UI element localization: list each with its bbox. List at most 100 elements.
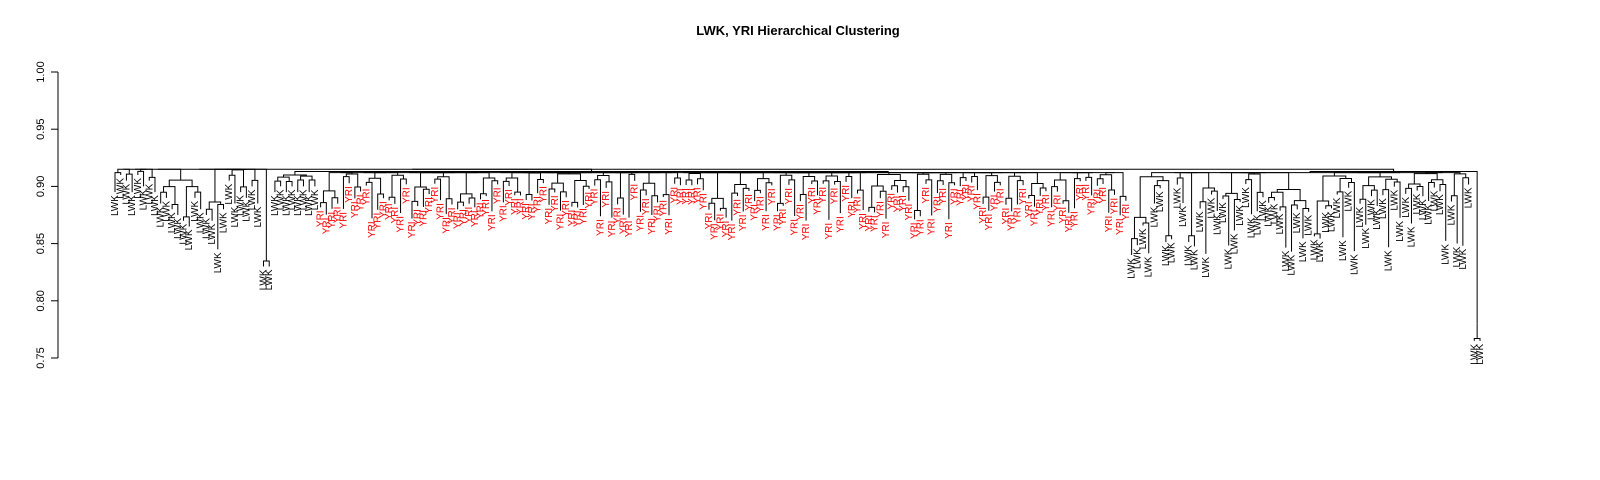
dendrogram-tree (114, 168, 1481, 341)
y-tick-label: 0.75 (35, 347, 47, 368)
leaf-label: YRI (852, 197, 863, 214)
leaf-label: YRI (932, 196, 943, 213)
leaf-label: YRI (321, 218, 332, 235)
leaf-label: LWK (230, 206, 241, 227)
leaf-label: YRI (784, 188, 795, 205)
leaf-label: YRI (881, 222, 892, 239)
leaf-label: LWK (121, 183, 132, 204)
leaf-label: YRI (955, 189, 966, 206)
dendrogram-branch (117, 168, 130, 175)
leaf-label: YRI (436, 203, 447, 220)
leaf-label: LWK (1207, 197, 1218, 218)
dendrogram-branch (208, 201, 222, 210)
leaf-label: YRI (1092, 189, 1103, 206)
leaf-label: LWK (184, 229, 195, 250)
leaf-label: LWK (207, 223, 218, 244)
leaf-label: YRI (693, 187, 704, 204)
leaf-label: LWK (116, 178, 127, 199)
leaf-label: YRI (573, 210, 584, 227)
dendrogram-branch (388, 196, 396, 204)
leaf-label: YRI (516, 198, 527, 215)
leaf-label: YRI (898, 195, 909, 212)
leaf-label: YRI (464, 207, 475, 224)
leaf-label: LWK (1309, 239, 1320, 260)
leaf-label: LWK (1281, 250, 1292, 271)
y-axis: 0.75 0.80 0.85 0.90 0.95 1.00 (35, 61, 59, 369)
dendrogram-branch (557, 173, 581, 184)
leaf-label: YRI (1001, 208, 1012, 225)
leaf-label: LWK (264, 269, 275, 290)
leaf-label: LWK (1264, 205, 1275, 226)
leaf-label: LWK (1401, 197, 1412, 218)
leaf-label: YRI (738, 214, 749, 231)
leaf-label: YRI (595, 219, 606, 236)
leaf-label: LWK (1469, 344, 1480, 365)
leaf-label: LWK (1218, 202, 1229, 223)
leaf-label: YRI (972, 193, 983, 210)
leaf-label: YRI (961, 184, 972, 201)
leaf-label: YRI (1069, 211, 1080, 228)
leaf-label: LWK (1418, 199, 1429, 220)
dendrogram-branch (322, 190, 336, 203)
leaf-label: YRI (401, 187, 412, 204)
leaf-label: LWK (298, 189, 309, 210)
leaf-label: LWK (127, 195, 138, 216)
leaf-label: YRI (418, 210, 429, 227)
leaf-label: YRI (653, 205, 664, 222)
leaf-label: LWK (1452, 246, 1463, 267)
leaf-label: YRI (316, 210, 327, 227)
leaf-label: LWK (1475, 344, 1486, 365)
leaf-label: YRI (504, 189, 515, 206)
leaf-label: LWK (1178, 206, 1189, 227)
leaf-label: YRI (338, 212, 349, 229)
leaf-label: YRI (967, 186, 978, 203)
leaf-label: LWK (241, 201, 252, 222)
leaf-label: YRI (801, 224, 812, 241)
leaf-label: YRI (453, 212, 464, 229)
leaf-label: YRI (818, 187, 829, 204)
dendrogram-branch (1313, 233, 1321, 239)
leaf-label: YRI (367, 221, 378, 238)
leaf-label: YRI (607, 221, 618, 238)
dendrogram-branch (868, 206, 876, 213)
leaf-label: YRI (424, 197, 435, 214)
leaf-label: LWK (150, 195, 161, 216)
leaf-label: LWK (293, 195, 304, 216)
dendrogram-branch (1276, 188, 1301, 201)
leaf-label: LWK (1195, 211, 1206, 232)
leaf-label: YRI (344, 186, 355, 203)
leaf-label: YRI (356, 195, 367, 212)
leaf-label: LWK (1275, 213, 1286, 234)
leaf-label: YRI (1007, 214, 1018, 231)
leaf-label: YRI (870, 215, 881, 232)
leaf-label: YRI (995, 188, 1006, 205)
leaf-label: LWK (1235, 205, 1246, 226)
leaf-label: LWK (276, 189, 287, 210)
leaf-label: YRI (733, 199, 744, 216)
leaf-label: LWK (258, 269, 269, 290)
leaf-label: LWK (1138, 228, 1149, 249)
leaf-label: LWK (1224, 248, 1235, 269)
dendrogram-branch (1165, 235, 1173, 243)
leaf-label: YRI (1030, 210, 1041, 227)
leaf-label: YRI (1047, 210, 1058, 227)
y-tick-label: 1.00 (35, 61, 47, 82)
leaf-label: YRI (1052, 195, 1063, 212)
leaf-label: LWK (1366, 199, 1377, 220)
leaf-label: YRI (567, 210, 578, 227)
leaf-label: YRI (1035, 199, 1046, 216)
leaf-label: LWK (1247, 217, 1258, 238)
leaf-label: YRI (1024, 201, 1035, 218)
leaf-label: LWK (1298, 241, 1309, 262)
leaf-label: YRI (892, 196, 903, 213)
leaf-label: YRI (858, 213, 869, 230)
leaf-label: YRI (618, 218, 629, 235)
leaf-label: LWK (1287, 254, 1298, 275)
leaf-label: YRI (1121, 204, 1132, 221)
dendrogram-branch (1325, 205, 1333, 209)
leaf-label: LWK (167, 212, 178, 233)
leaf-label: LWK (1127, 258, 1138, 279)
leaf-label: YRI (670, 187, 681, 204)
leaf-label: LWK (247, 189, 258, 210)
